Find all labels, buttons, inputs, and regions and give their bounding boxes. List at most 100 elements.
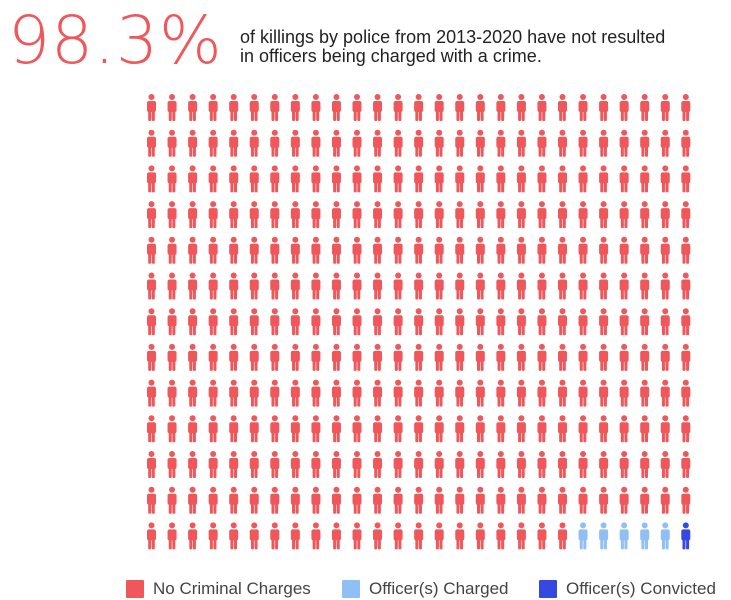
- person-icon-no-charges: [290, 129, 300, 157]
- person-icon-no-charges: [516, 129, 526, 157]
- person-icon-no-charges: [249, 451, 259, 478]
- person-icon-no-charges: [599, 201, 609, 229]
- person-icon-no-charges: [599, 379, 609, 407]
- person-icon-no-charges: [373, 308, 383, 336]
- person-icon-no-charges: [640, 343, 650, 371]
- person-icon-no-charges: [188, 201, 198, 229]
- legend-label-no-charges: No Criminal Charges: [153, 579, 311, 598]
- person-icon-no-charges: [516, 451, 526, 478]
- person-icon-no-charges: [455, 486, 465, 514]
- person-icon-no-charges: [229, 165, 239, 193]
- person-icon-no-charges: [373, 486, 383, 514]
- person-icon-no-charges: [475, 201, 485, 229]
- person-icon-no-charges: [496, 451, 506, 478]
- legend-swatch-convicted: [539, 580, 557, 598]
- person-icon-no-charges: [352, 379, 362, 407]
- person-icon-no-charges: [270, 308, 280, 336]
- chart-legend: No Criminal Charges Officer(s) Charged O…: [0, 578, 731, 600]
- person-icon-no-charges: [516, 522, 526, 550]
- person-icon-charged: [660, 522, 670, 550]
- person-icon-no-charges: [455, 236, 465, 264]
- person-icon-charged: [640, 522, 650, 550]
- person-icon-no-charges: [270, 451, 280, 478]
- person-icon-no-charges: [147, 272, 156, 300]
- person-icon-no-charges: [414, 201, 424, 229]
- person-icon-no-charges: [496, 343, 506, 371]
- person-icon-no-charges: [147, 451, 156, 478]
- person-icon-no-charges: [249, 379, 259, 407]
- person-icon-no-charges: [558, 379, 567, 407]
- person-icon-no-charges: [558, 201, 567, 229]
- person-icon-no-charges: [599, 486, 609, 514]
- person-icon-no-charges: [496, 236, 506, 264]
- person-icon-no-charges: [147, 308, 156, 336]
- person-icon-no-charges: [681, 379, 691, 407]
- person-icon-no-charges: [640, 272, 650, 300]
- person-icon-no-charges: [681, 201, 691, 229]
- person-icon-no-charges: [516, 486, 526, 514]
- person-icon-no-charges: [475, 343, 485, 371]
- person-icon-no-charges: [393, 236, 403, 264]
- person-icon-no-charges: [188, 165, 198, 193]
- person-icon-no-charges: [208, 201, 218, 229]
- person-icon-no-charges: [331, 308, 341, 336]
- person-icon-no-charges: [496, 201, 506, 229]
- person-icon-no-charges: [660, 272, 670, 300]
- person-icon-no-charges: [578, 451, 588, 478]
- person-icon-no-charges: [311, 272, 321, 300]
- person-icon-no-charges: [249, 129, 259, 157]
- person-icon-no-charges: [393, 129, 403, 157]
- person-icon-no-charges: [455, 522, 465, 550]
- person-icon-no-charges: [599, 165, 609, 193]
- person-icon-no-charges: [373, 343, 383, 371]
- person-icon-no-charges: [681, 272, 691, 300]
- person-icon-no-charges: [249, 486, 259, 514]
- person-icon-no-charges: [434, 522, 444, 550]
- person-icon-no-charges: [331, 94, 341, 121]
- person-icon-no-charges: [640, 308, 650, 336]
- person-icon-no-charges: [352, 522, 362, 550]
- person-icon-no-charges: [537, 343, 547, 371]
- person-icon-no-charges: [311, 201, 321, 229]
- person-icon-no-charges: [681, 415, 691, 443]
- headline-stat: 98.3%: [8, 2, 223, 79]
- person-icon-no-charges: [558, 522, 567, 550]
- person-icon-no-charges: [290, 201, 300, 229]
- person-icon-no-charges: [311, 343, 321, 371]
- person-icon-no-charges: [619, 94, 629, 121]
- person-icon-no-charges: [496, 272, 506, 300]
- person-icon-no-charges: [352, 486, 362, 514]
- legend-label-charged: Officer(s) Charged: [369, 579, 509, 598]
- person-icon-no-charges: [147, 379, 156, 407]
- person-icon-no-charges: [331, 272, 341, 300]
- legend-label-convicted: Officer(s) Convicted: [566, 579, 716, 598]
- person-icon-no-charges: [434, 379, 444, 407]
- person-icon-no-charges: [249, 522, 259, 550]
- person-icon-no-charges: [352, 236, 362, 264]
- person-icon-no-charges: [414, 486, 424, 514]
- person-icon-no-charges: [558, 165, 567, 193]
- person-icon-no-charges: [167, 129, 177, 157]
- person-icon-no-charges: [311, 129, 321, 157]
- person-icon-no-charges: [147, 415, 156, 443]
- person-icon-no-charges: [270, 94, 280, 121]
- person-icon-no-charges: [188, 451, 198, 478]
- person-icon-no-charges: [619, 236, 629, 264]
- person-icon-no-charges: [599, 343, 609, 371]
- person-icon-no-charges: [290, 236, 300, 264]
- person-icon-no-charges: [311, 451, 321, 478]
- person-icon-no-charges: [496, 129, 506, 157]
- person-icon-no-charges: [619, 308, 629, 336]
- person-icon-no-charges: [537, 308, 547, 336]
- person-icon-no-charges: [393, 343, 403, 371]
- person-icon-no-charges: [373, 522, 383, 550]
- person-icon-no-charges: [352, 165, 362, 193]
- person-icon-no-charges: [147, 94, 156, 121]
- person-icon-no-charges: [434, 272, 444, 300]
- person-icon-no-charges: [393, 272, 403, 300]
- person-icon-no-charges: [537, 201, 547, 229]
- person-icon-no-charges: [373, 236, 383, 264]
- person-icon-no-charges: [475, 379, 485, 407]
- person-icon-no-charges: [434, 343, 444, 371]
- person-icon-no-charges: [455, 129, 465, 157]
